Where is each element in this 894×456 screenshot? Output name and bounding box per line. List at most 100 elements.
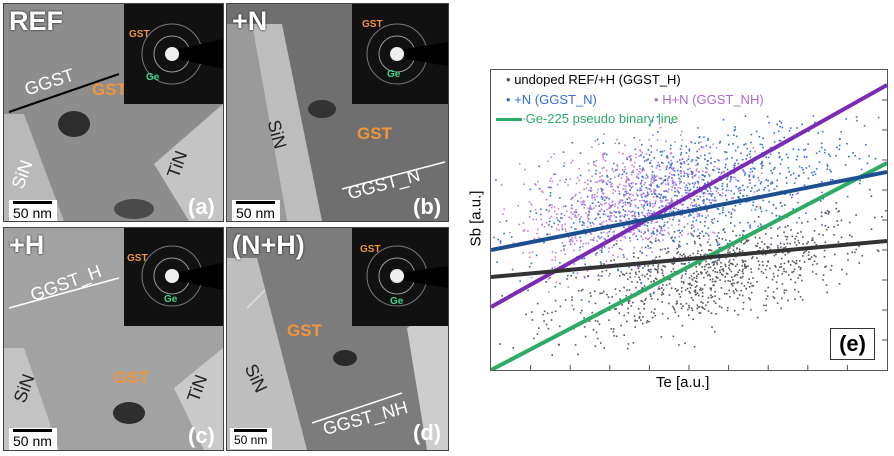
data-point <box>667 317 669 320</box>
data-point <box>712 199 715 202</box>
data-point <box>618 142 620 145</box>
data-point <box>550 319 553 321</box>
data-point <box>625 172 628 175</box>
inset-gst-label: GST <box>360 244 381 255</box>
data-point <box>563 162 566 164</box>
data-point <box>652 280 655 282</box>
data-point <box>803 184 806 187</box>
data-point <box>570 239 573 241</box>
data-point <box>703 175 706 178</box>
data-point <box>635 156 637 159</box>
data-point <box>698 263 701 266</box>
data-point <box>587 218 590 220</box>
data-point <box>815 255 817 258</box>
data-point <box>696 285 698 287</box>
data-point <box>673 270 676 273</box>
data-point <box>714 271 716 273</box>
data-point <box>706 253 708 256</box>
data-point <box>554 173 557 175</box>
data-point <box>710 179 713 181</box>
data-point <box>729 280 731 283</box>
data-point <box>657 265 659 268</box>
data-point <box>764 290 767 292</box>
data-point <box>575 208 577 211</box>
data-point <box>651 202 654 205</box>
data-point <box>667 156 670 159</box>
data-point <box>598 323 601 325</box>
data-point <box>588 211 590 214</box>
data-point <box>810 171 813 174</box>
data-point <box>677 251 679 253</box>
data-point <box>774 166 776 169</box>
data-point <box>617 256 619 258</box>
data-point <box>809 258 811 260</box>
data-point <box>712 143 715 146</box>
data-point <box>713 217 716 220</box>
data-point <box>697 273 700 275</box>
data-point <box>635 176 638 179</box>
data-point <box>497 238 500 241</box>
data-point <box>711 261 714 264</box>
data-point <box>595 217 598 219</box>
data-point <box>583 317 585 319</box>
data-point <box>659 177 661 180</box>
data-point <box>778 139 781 142</box>
data-point <box>783 292 786 294</box>
data-point <box>545 208 548 211</box>
data-point <box>586 179 589 182</box>
data-point <box>680 290 683 293</box>
data-point <box>648 270 651 273</box>
scale-bar-line <box>236 201 275 204</box>
data-point <box>777 227 779 230</box>
data-point <box>603 347 606 349</box>
data-point <box>649 212 652 215</box>
data-point <box>634 198 637 201</box>
data-point <box>794 298 796 300</box>
data-point <box>546 312 549 314</box>
data-point <box>601 181 604 183</box>
data-point <box>649 212 651 215</box>
data-point <box>617 186 619 189</box>
data-point <box>648 138 651 141</box>
data-point <box>779 266 781 269</box>
data-point <box>635 273 637 275</box>
data-point <box>660 287 663 289</box>
data-point <box>739 221 741 224</box>
data-point <box>701 271 703 274</box>
data-point <box>629 272 631 275</box>
data-point <box>727 267 730 269</box>
data-point <box>531 251 534 253</box>
data-point <box>645 153 648 155</box>
data-point <box>561 228 564 231</box>
data-point <box>755 206 758 208</box>
data-point <box>724 280 726 283</box>
data-point <box>683 172 686 175</box>
data-point <box>670 189 673 191</box>
data-point <box>542 313 544 316</box>
data-point <box>647 149 650 151</box>
data-point <box>636 238 639 241</box>
data-point <box>666 178 669 180</box>
data-point <box>729 251 731 253</box>
data-point <box>614 203 617 206</box>
data-point <box>601 222 603 224</box>
data-point <box>766 115 769 118</box>
data-point <box>647 245 649 247</box>
data-point <box>728 211 730 214</box>
data-point <box>654 193 657 195</box>
data-point <box>716 277 719 279</box>
data-point <box>624 214 626 216</box>
data-point <box>860 168 863 171</box>
data-point <box>641 179 643 182</box>
data-point <box>751 170 754 173</box>
data-point <box>826 168 829 171</box>
data-point <box>573 249 575 252</box>
data-point <box>738 269 741 271</box>
data-point <box>678 177 681 180</box>
data-point <box>665 190 668 192</box>
data-point <box>597 201 600 204</box>
data-point <box>632 214 635 217</box>
legend-marker-n: • <box>506 92 511 107</box>
data-point <box>730 175 733 178</box>
data-point <box>751 257 753 260</box>
